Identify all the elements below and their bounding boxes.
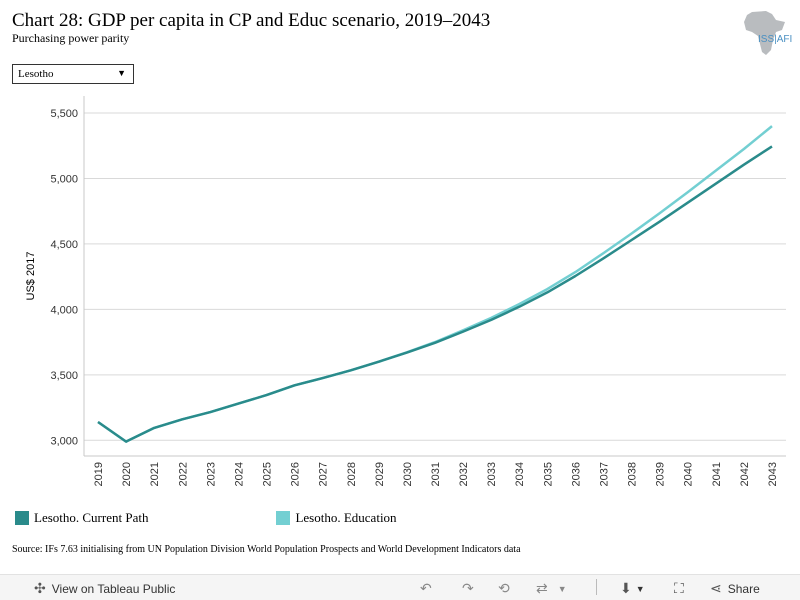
x-tick-label: 2033	[486, 462, 498, 486]
chart-title: Chart 28: GDP per capita in CP and Educ …	[12, 10, 491, 31]
revert-icon: ⟲	[498, 580, 510, 596]
legend-label: Lesotho. Education	[295, 510, 397, 525]
refresh-icon: ⇄	[536, 580, 548, 596]
africa-map-icon	[744, 11, 785, 55]
toolbar-divider	[596, 579, 597, 595]
x-tick-label: 2031	[430, 462, 442, 486]
x-tick-label: 2027	[318, 462, 330, 486]
x-tick-label: 2030	[402, 462, 414, 486]
logo-text: ISS|AFI	[758, 34, 793, 45]
line-chart: 3,000 3,500 4,000 4,500 5,000 5,500 US$ 2017 20…	[25, 96, 786, 486]
x-tick-label: 2038	[627, 462, 639, 486]
fullscreen-button[interactable]: ⛶	[674, 580, 684, 597]
legend: Lesotho. Current Path Lesotho. Education	[15, 510, 447, 526]
undo-icon: ↶	[420, 580, 432, 596]
source-note: Source: IFs 7.63 initialising from UN Po…	[12, 544, 521, 555]
share-button[interactable]: ⋖ Share	[710, 580, 760, 597]
legend-swatch	[276, 511, 291, 525]
x-tick-label: 2035	[542, 462, 554, 486]
x-tick-label: 2023	[205, 462, 217, 486]
x-tick-label: 2043	[767, 462, 779, 486]
y-tick-label: 4,000	[50, 304, 78, 316]
y-tick-label: 4,500	[50, 239, 78, 251]
chart-subtitle: Purchasing power parity	[12, 31, 130, 45]
x-tick-label: 2022	[177, 462, 189, 486]
x-tick-label: 2036	[570, 462, 582, 486]
x-tick-label: 2025	[262, 462, 274, 486]
x-tick-label: 2028	[346, 462, 358, 486]
y-tick-label: 5,000	[50, 173, 78, 185]
view-on-tableau-button[interactable]: ✣ View on Tableau Public	[34, 580, 175, 597]
redo-button[interactable]: ↷	[462, 580, 474, 597]
legend-item-current-path[interactable]: Lesotho. Current Path	[15, 510, 148, 526]
y-tick-label: 5,500	[50, 108, 78, 120]
x-tick-label: 2041	[711, 462, 723, 486]
x-tick-label: 2026	[290, 462, 302, 486]
dropdown-arrow-icon: ▼	[117, 68, 126, 78]
x-tick-label: 2020	[121, 462, 133, 486]
tableau-toolbar: ✣ View on Tableau Public ↶ ↷ ⟲ ⇄ ▼ ⬇ ▼ ⛶ ⋖…	[0, 574, 800, 600]
legend-swatch	[15, 511, 29, 525]
x-tick-label: 2032	[458, 462, 470, 486]
undo-button[interactable]: ↶	[420, 580, 432, 597]
chevron-down-icon: ▼	[635, 583, 645, 594]
chevron-down-icon: ▼	[557, 583, 567, 594]
share-icon: ⋖	[710, 580, 722, 596]
share-label: Share	[727, 581, 760, 596]
x-tick-label: 2042	[739, 462, 751, 486]
y-axis-title: US$ 2017	[25, 252, 37, 301]
tableau-icon: ✣	[34, 580, 46, 596]
legend-label: Lesotho. Current Path	[34, 510, 149, 525]
x-tick-label: 2021	[149, 462, 161, 486]
x-tick-label: 2037	[598, 462, 610, 486]
revert-button[interactable]: ⟲	[498, 580, 510, 597]
dropdown-selected-value: Lesotho	[18, 68, 54, 80]
x-tick-label: 2029	[374, 462, 386, 486]
view-on-tableau-label: View on Tableau Public	[51, 581, 176, 596]
fullscreen-icon: ⛶	[674, 580, 684, 596]
download-icon: ⬇	[620, 580, 632, 596]
y-tick-label: 3,000	[50, 435, 78, 447]
refresh-button[interactable]: ⇄ ▼	[536, 580, 567, 597]
series-line-current-path[interactable]	[97, 145, 773, 443]
legend-item-education[interactable]: Lesotho. Education	[276, 510, 397, 526]
country-dropdown[interactable]: Lesotho ▼	[12, 64, 134, 84]
x-tick-label: 2019	[93, 462, 105, 486]
x-tick-label: 2040	[683, 462, 695, 486]
x-tick-label: 2024	[233, 462, 245, 486]
redo-icon: ↷	[462, 580, 474, 596]
series-line-education[interactable]	[97, 125, 773, 443]
x-tick-label: 2034	[514, 462, 526, 486]
x-tick-label: 2039	[655, 462, 667, 486]
y-tick-label: 3,500	[50, 370, 78, 382]
download-button[interactable]: ⬇ ▼	[620, 580, 645, 597]
